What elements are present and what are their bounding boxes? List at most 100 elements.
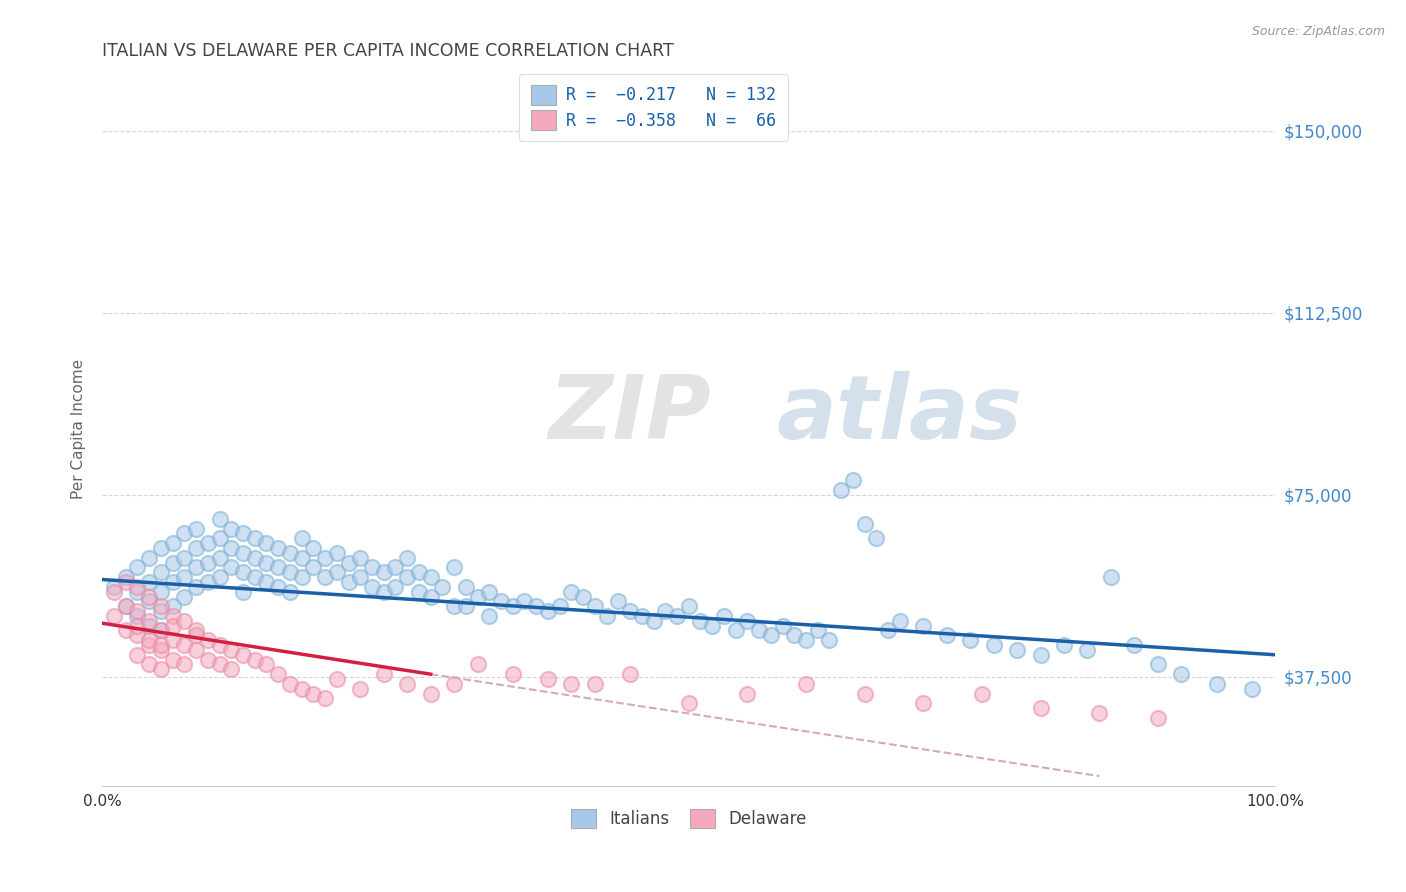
Point (197, 633, 219, 648)
Point (197, 536, 219, 550)
Point (267, 580, 290, 594)
Point (138, 614, 160, 628)
Point (373, 584, 395, 599)
Point (583, 677, 606, 691)
Point (149, 599, 172, 614)
Point (291, 531, 314, 545)
Point (595, 609, 617, 624)
Point (737, 614, 759, 628)
Point (467, 657, 489, 672)
Point (454, 580, 477, 594)
Point (138, 638, 160, 652)
Point (243, 550, 266, 565)
Point (326, 566, 349, 580)
Point (912, 618, 935, 632)
Point (560, 677, 582, 691)
Point (1099, 570, 1122, 584)
Point (454, 599, 477, 614)
Point (162, 556, 184, 570)
Point (103, 580, 125, 594)
Point (396, 677, 419, 691)
Point (889, 614, 911, 628)
Point (114, 624, 136, 638)
Point (724, 624, 747, 638)
Point (278, 546, 301, 560)
Y-axis label: Per Capita Income: Per Capita Income (72, 359, 86, 500)
Point (349, 570, 371, 584)
Point (1029, 701, 1052, 715)
Point (337, 556, 360, 570)
Point (384, 580, 406, 594)
Text: atlas: atlas (776, 371, 1022, 458)
Point (818, 633, 841, 648)
Point (935, 628, 957, 642)
Point (138, 657, 160, 672)
Point (361, 580, 384, 594)
Point (408, 566, 430, 580)
Point (138, 633, 160, 648)
Point (219, 541, 242, 555)
Point (162, 633, 184, 648)
Point (127, 560, 149, 574)
Point (267, 541, 290, 555)
Point (149, 643, 172, 657)
Point (114, 599, 136, 614)
Point (619, 604, 641, 618)
Point (114, 570, 136, 584)
Point (502, 599, 524, 614)
Point (208, 550, 231, 565)
Point (243, 531, 266, 545)
Point (208, 531, 231, 545)
Point (314, 570, 336, 584)
Point (184, 643, 207, 657)
Point (1123, 638, 1146, 652)
Point (149, 662, 172, 676)
Point (983, 638, 1005, 652)
Point (127, 628, 149, 642)
Point (759, 628, 782, 642)
Point (419, 570, 441, 584)
Point (970, 687, 993, 701)
Point (419, 687, 441, 701)
Point (173, 570, 195, 584)
Point (502, 667, 524, 681)
Point (138, 550, 160, 565)
Point (853, 516, 876, 531)
Point (127, 648, 149, 662)
Point (184, 624, 207, 638)
Point (184, 541, 207, 555)
Point (162, 574, 184, 589)
Point (877, 624, 900, 638)
Point (149, 541, 172, 555)
Point (173, 590, 195, 604)
Point (443, 599, 465, 614)
Point (619, 667, 641, 681)
Point (1053, 638, 1076, 652)
Point (665, 609, 688, 624)
Point (302, 560, 325, 574)
Point (361, 560, 384, 574)
Legend: Italians, Delaware: Italians, Delaware (564, 802, 813, 835)
Point (396, 550, 419, 565)
Point (807, 624, 830, 638)
Point (103, 609, 125, 624)
Point (1076, 643, 1098, 657)
Point (267, 560, 290, 574)
Point (853, 687, 876, 701)
Point (478, 609, 501, 624)
Point (373, 566, 395, 580)
Point (138, 618, 160, 632)
Point (1147, 657, 1170, 672)
Point (278, 584, 301, 599)
Text: ITALIAN VS DELAWARE PER CAPITA INCOME CORRELATION CHART: ITALIAN VS DELAWARE PER CAPITA INCOME CO… (103, 42, 673, 60)
Point (291, 681, 314, 696)
Point (408, 584, 430, 599)
Point (127, 584, 149, 599)
Point (772, 618, 794, 632)
Point (1205, 677, 1227, 691)
Point (349, 550, 371, 565)
Point (149, 584, 172, 599)
Point (184, 560, 207, 574)
Point (149, 624, 172, 638)
Point (678, 696, 700, 710)
